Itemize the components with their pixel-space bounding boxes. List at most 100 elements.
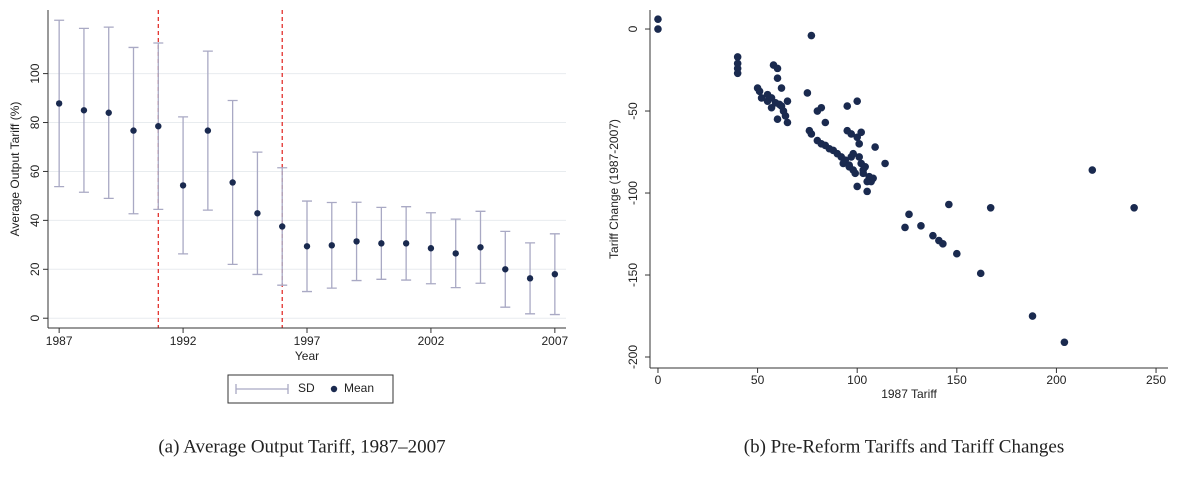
point <box>945 200 953 209</box>
point <box>901 223 909 232</box>
y-axis-title: Tariff Change (1987-2007) <box>607 119 621 259</box>
y-tick-label: 60 <box>28 164 42 178</box>
x-tick-label: 200 <box>1046 373 1066 387</box>
point <box>817 103 826 112</box>
legend-label: SD <box>298 381 315 395</box>
mean-point <box>378 240 385 247</box>
point <box>821 118 830 127</box>
mean-point <box>551 270 559 278</box>
point <box>871 143 879 151</box>
y-tick-label: 40 <box>28 213 42 227</box>
y-tick-label: -100 <box>626 181 640 205</box>
mean-point <box>204 127 212 134</box>
y-tick-label: -150 <box>626 263 640 287</box>
x-tick-label: 1992 <box>170 334 197 348</box>
mean-point <box>179 182 187 189</box>
y-axis-title: Average Output Tariff (%) <box>8 102 22 237</box>
mean-point <box>229 179 236 186</box>
x-tick-label: 50 <box>751 373 765 387</box>
y-tick-label: 20 <box>28 262 42 276</box>
y-tick-label: 0 <box>626 25 640 32</box>
x-axis-title: Year <box>295 349 319 363</box>
x-tick-label: 2002 <box>418 334 445 348</box>
mean-point <box>526 275 534 282</box>
point <box>807 31 816 40</box>
point <box>1130 203 1138 212</box>
point <box>853 97 861 105</box>
point <box>861 162 869 171</box>
point <box>773 115 782 124</box>
y-tick-label: -200 <box>626 345 640 369</box>
legend-symbol <box>330 385 338 393</box>
point <box>863 187 871 196</box>
point <box>905 210 913 219</box>
point <box>869 174 877 183</box>
point <box>839 159 848 168</box>
mean-point <box>303 243 311 250</box>
mean-point <box>452 250 459 257</box>
mean-point <box>130 127 137 134</box>
y-tick-label: 80 <box>28 116 42 130</box>
point <box>803 89 812 97</box>
point <box>953 249 961 258</box>
caption: (a) Average Output Tariff, 1987–2007 <box>158 436 445 457</box>
point <box>777 84 786 92</box>
point <box>859 169 867 178</box>
x-tick-label: 1997 <box>294 334 321 348</box>
mean-point <box>155 122 162 130</box>
x-tick-label: 2007 <box>541 334 568 348</box>
mean-point <box>353 238 360 245</box>
y-tick-label: 100 <box>28 63 42 83</box>
x-tick-label: 100 <box>847 373 867 387</box>
y-tick-label: -50 <box>626 102 640 120</box>
x-tick-label: 150 <box>947 373 967 387</box>
mean-point <box>254 210 261 217</box>
point <box>771 99 780 107</box>
point <box>853 182 861 191</box>
point <box>939 240 947 248</box>
point <box>986 203 995 212</box>
point <box>847 130 856 138</box>
point <box>781 112 790 120</box>
point <box>843 102 852 110</box>
y-tick-label: 0 <box>28 315 42 322</box>
point <box>881 159 889 168</box>
mean-point <box>427 245 435 252</box>
point <box>783 118 792 127</box>
point <box>849 149 858 158</box>
point <box>654 15 662 23</box>
mean-point <box>328 242 335 249</box>
x-tick-label: 0 <box>655 373 662 387</box>
point <box>851 169 860 178</box>
point <box>1088 166 1097 174</box>
mean-point <box>477 244 484 251</box>
legend-symbol <box>235 384 289 394</box>
mean-point <box>105 109 112 116</box>
point <box>855 153 863 161</box>
point <box>733 69 742 78</box>
legend-label: Mean <box>344 381 374 395</box>
point <box>1060 338 1069 347</box>
point <box>976 269 985 278</box>
point <box>654 25 662 33</box>
point <box>845 161 854 169</box>
x-axis-title: 1987 Tariff <box>881 387 937 401</box>
mean-point <box>279 223 286 230</box>
point <box>807 130 816 138</box>
point <box>857 128 865 137</box>
point <box>855 140 863 148</box>
point <box>1028 312 1037 320</box>
point <box>773 74 782 83</box>
x-tick-label: 250 <box>1146 373 1166 387</box>
point <box>757 94 766 102</box>
mean-point <box>502 266 509 273</box>
mean-point <box>402 240 410 247</box>
legend-box <box>227 374 394 404</box>
point <box>783 97 792 105</box>
point <box>929 231 937 240</box>
mean-point <box>80 107 88 114</box>
point <box>773 64 782 73</box>
point <box>917 222 925 230</box>
